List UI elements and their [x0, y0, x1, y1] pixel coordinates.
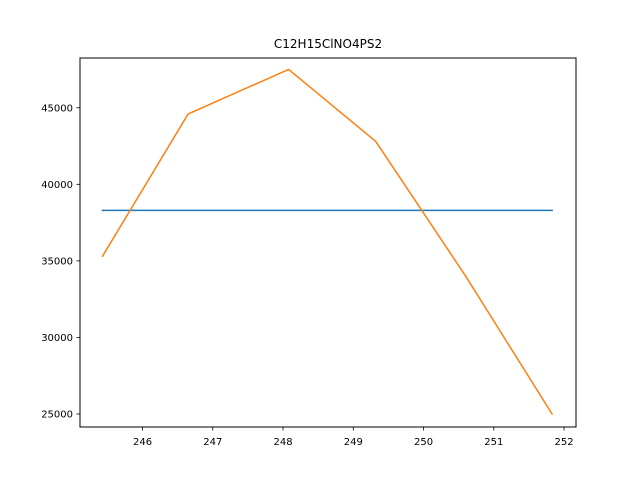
- series-line-2: [101, 68, 554, 416]
- x-tick-label: 248: [273, 437, 292, 448]
- series-layer: [101, 68, 554, 416]
- x-tick-label: 250: [414, 437, 433, 448]
- x-tick-label: 247: [203, 437, 222, 448]
- axis-layer: 246 247 248 249 250 251 252 25000 30000 35000 4000…: [41, 103, 573, 448]
- x-tick-label: 246: [133, 437, 152, 448]
- y-tick-label: 30000: [41, 333, 73, 344]
- x-tick-label: 249: [344, 437, 363, 448]
- y-tick-label: 25000: [41, 409, 73, 420]
- plot-area: [80, 58, 576, 427]
- y-tick-label: 35000: [41, 256, 73, 267]
- y-tick-label: 40000: [41, 180, 73, 191]
- y-tick-label: 45000: [41, 103, 73, 114]
- chart-title: C12H15ClNO4PS2: [274, 37, 382, 51]
- plot-frame: [79, 57, 577, 428]
- x-tick-label: 252: [555, 437, 574, 448]
- x-tick-label: 251: [484, 437, 503, 448]
